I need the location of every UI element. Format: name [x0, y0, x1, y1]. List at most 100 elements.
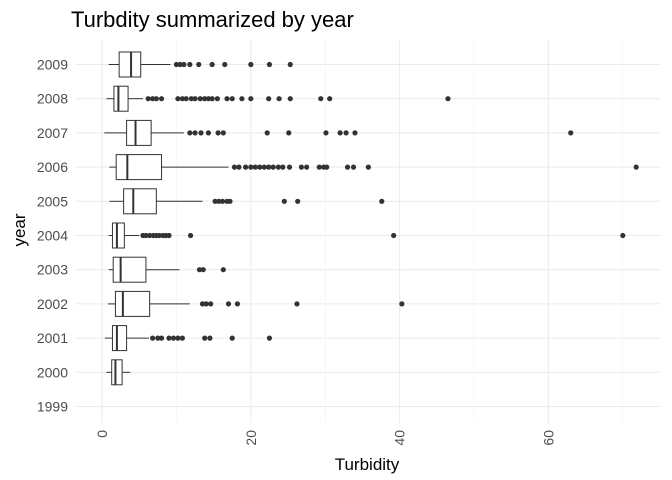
box-iqr — [113, 85, 129, 112]
y-tick-label: 2008 — [37, 91, 68, 107]
outlier-point — [248, 61, 254, 68]
outlier-point — [202, 335, 208, 341]
boxplots — [104, 51, 229, 386]
y-tick-label: 1999 — [37, 399, 68, 415]
outlier-point — [270, 164, 276, 170]
outliers — [140, 61, 639, 341]
y-axis-title: year — [10, 213, 29, 246]
outlier-point — [379, 198, 385, 204]
outlier-point — [207, 335, 213, 341]
outlier-point — [219, 198, 226, 204]
y-tick-label: 2002 — [37, 296, 68, 312]
outlier-point — [188, 96, 194, 102]
outlier-point — [252, 164, 258, 170]
outlier-point — [227, 198, 233, 204]
outlier-point — [266, 164, 272, 170]
outlier-point — [352, 130, 358, 136]
outlier-point — [181, 61, 187, 68]
outlier-point — [179, 96, 185, 102]
y-tick-label: 2007 — [37, 125, 68, 141]
box-iqr — [111, 222, 125, 249]
y-axis-tick-labels: 1999 2000 2001 2002 2003 2004 2005 2006 2007 2008… — [37, 57, 68, 415]
outlier-point — [209, 61, 215, 68]
outlier-point — [264, 130, 270, 136]
chart-title: Turbdity summarized by year — [71, 7, 354, 32]
outlier-point — [236, 164, 242, 170]
outlier-point — [199, 301, 206, 307]
outlier-point — [266, 96, 272, 102]
box-iqr — [118, 51, 142, 78]
outlier-point — [231, 164, 238, 170]
outlier-point — [209, 96, 215, 102]
outlier-point — [229, 96, 235, 102]
outlier-point — [391, 232, 397, 239]
outlier-point — [183, 96, 189, 102]
x-tick-label: 0 — [94, 430, 110, 438]
outlier-point — [275, 164, 281, 170]
outlier-point — [304, 164, 310, 170]
outlier-point — [170, 335, 177, 341]
box-iqr — [114, 290, 151, 317]
outlier-point — [220, 130, 226, 136]
outlier-point — [222, 61, 228, 68]
outlier-point — [318, 96, 324, 102]
outlier-point — [214, 96, 220, 102]
outlier-point — [208, 301, 214, 307]
outlier-point — [295, 198, 301, 204]
outlier-point — [220, 267, 226, 273]
outlier-point — [216, 198, 222, 204]
y-tick-label: 2009 — [37, 57, 68, 73]
outlier-point — [239, 96, 245, 102]
outlier-point — [344, 164, 351, 170]
outlier-point — [192, 130, 198, 136]
outlier-point — [203, 301, 209, 307]
outlier-point — [261, 164, 267, 170]
outlier-point — [205, 96, 212, 102]
box-iqr — [126, 119, 152, 146]
outlier-point — [196, 267, 203, 273]
outlier-point — [166, 335, 172, 341]
outlier-point — [145, 96, 151, 102]
outlier-point — [173, 61, 180, 68]
y-tick-label: 2001 — [37, 330, 68, 346]
outlier-point — [155, 335, 161, 341]
outlier-point — [266, 61, 273, 68]
outlier-point — [248, 96, 254, 102]
x-tick-label: 40 — [392, 430, 408, 446]
outlier-point — [198, 130, 204, 136]
outlier-point — [158, 335, 165, 341]
outlier-point — [202, 96, 208, 102]
outlier-point — [276, 96, 282, 102]
outlier-point — [150, 335, 156, 341]
outlier-point — [143, 232, 149, 239]
outlier-point — [280, 164, 286, 170]
outlier-point — [225, 301, 232, 307]
outlier-point — [286, 130, 292, 136]
box-iqr — [111, 359, 123, 386]
outlier-point — [243, 164, 249, 170]
outlier-point — [158, 96, 165, 102]
outlier-point — [294, 301, 300, 307]
outlier-point — [215, 130, 221, 136]
outlier-point — [224, 96, 230, 102]
outlier-point — [365, 164, 371, 170]
outlier-point — [197, 96, 203, 102]
outlier-point — [350, 164, 357, 170]
x-axis-tick-labels: 0 20 40 60 — [94, 430, 556, 446]
outlier-point — [200, 267, 206, 273]
y-tick-label: 2004 — [37, 228, 68, 244]
outlier-point — [187, 232, 194, 239]
outlier-point — [399, 301, 405, 307]
y-tick-label: 2003 — [37, 262, 68, 278]
outlier-point — [177, 61, 183, 68]
y-tick-label: 2005 — [37, 193, 68, 209]
box-iqr — [111, 325, 128, 352]
outlier-point — [153, 96, 159, 102]
x-tick-label: 60 — [540, 430, 556, 446]
outlier-point — [327, 96, 333, 102]
y-tick-label: 2006 — [37, 159, 68, 175]
x-axis-title: Turbidity — [335, 455, 400, 474]
box-iqr — [123, 188, 157, 215]
